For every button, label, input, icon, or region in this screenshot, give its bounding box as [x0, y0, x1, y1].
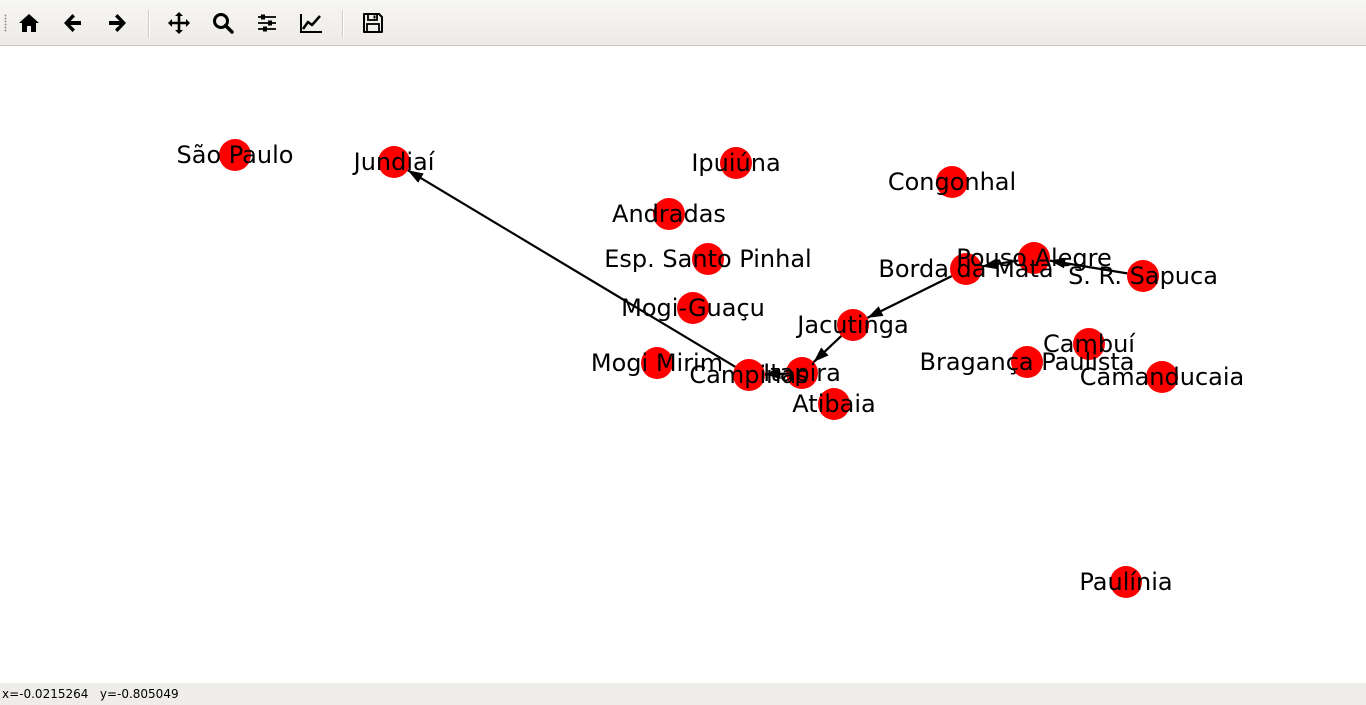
- node-label-sr_sapuca: S. R. Sapuca: [1068, 262, 1218, 290]
- status-bar: x=-0.0215264 y=-0.805049: [0, 683, 1366, 705]
- configure-subplots-button[interactable]: [251, 7, 283, 39]
- line-chart-icon: [300, 14, 322, 33]
- figure-canvas[interactable]: São Paulo Jundiaí Ipuiúna Congonhal Andradas…: [0, 47, 1366, 683]
- back-button[interactable]: [57, 7, 89, 39]
- edges-layer: [407, 169, 1128, 380]
- node-label-esp_santo_pinhal: Esp. Santo Pinhal: [604, 245, 811, 273]
- edge-campinas-to-jundiai: [407, 169, 736, 368]
- node-label-congonhal: Congonhal: [888, 168, 1016, 196]
- pan-button[interactable]: [163, 7, 195, 39]
- node-atibaia: [818, 388, 850, 420]
- edge-pouso_alegre-to-borda_da_mata: [981, 258, 1019, 270]
- node-cambui: [1073, 328, 1105, 360]
- node-label-cambui: Cambuí: [1043, 330, 1136, 358]
- edge-sr_sapuca-to-pouso_alegre: [1049, 257, 1128, 275]
- node-label-campinas: Campinas: [689, 361, 808, 389]
- forward-button[interactable]: [101, 7, 133, 39]
- node-label-ipuiuna: Ipuiúna: [691, 149, 780, 177]
- node-jundiai: [378, 146, 410, 178]
- edge-borda_da_mata-to-jacutinga: [866, 275, 953, 319]
- home-icon: [19, 14, 39, 32]
- nodes-layer: [219, 139, 1178, 598]
- network-graph: São Paulo Jundiaí Ipuiúna Congonhal Andradas…: [177, 139, 1245, 598]
- cursor-x-readout: x=-0.0215264: [2, 687, 89, 701]
- node-itapira: [786, 357, 818, 389]
- node-congonhal: [936, 166, 968, 198]
- node-camanducaia: [1146, 361, 1178, 393]
- node-label-sao_paulo: São Paulo: [177, 141, 294, 169]
- node-label-atibaia: Atibaia: [792, 390, 875, 418]
- arrow-right-icon: [109, 14, 126, 32]
- edit-axis-button[interactable]: [295, 7, 327, 39]
- node-label-paulinia: Paulínia: [1079, 568, 1172, 596]
- node-mogi_guacu: [677, 292, 709, 324]
- node-andradas: [653, 198, 685, 230]
- floppy-disk-icon: [363, 13, 383, 33]
- cursor-y-readout: y=-0.805049: [99, 687, 179, 701]
- node-label-itapira: Itapira: [763, 359, 841, 387]
- node-borda_da_mata: [950, 253, 982, 285]
- move-icon: [168, 12, 190, 34]
- node-label-jundiai: Jundiaí: [352, 148, 436, 176]
- node-sao_paulo: [219, 139, 251, 171]
- node-campinas: [733, 359, 765, 391]
- toolbar-grip[interactable]: [4, 14, 7, 32]
- node-label-mogi_guacu: Mogi-Guaçu: [621, 294, 765, 322]
- zoom-button[interactable]: [207, 7, 239, 39]
- node-ipuiuna: [720, 147, 752, 179]
- toolbar-separator: [342, 10, 344, 38]
- labels-layer: São Paulo Jundiaí Ipuiúna Congonhal Andradas…: [177, 141, 1245, 596]
- magnifier-icon: [213, 13, 234, 34]
- node-sr_sapuca: [1127, 260, 1159, 292]
- save-button[interactable]: [357, 7, 389, 39]
- node-pouso_alegre: [1018, 242, 1050, 274]
- node-label-camanducaia: Camanducaia: [1080, 363, 1244, 391]
- node-label-pouso_alegre: Pouso Alegre: [956, 244, 1112, 272]
- node-braganca_paulista: [1011, 346, 1043, 378]
- node-jacutinga: [837, 309, 869, 341]
- node-label-andradas: Andradas: [612, 200, 726, 228]
- edge-jacutinga-to-itapira: [812, 335, 843, 363]
- node-mogi_mirim: [641, 347, 673, 379]
- navigation-toolbar: [0, 0, 1366, 46]
- node-label-borda_da_mata: Borda da Mata: [878, 255, 1053, 283]
- arrow-left-icon: [64, 14, 81, 32]
- node-label-braganca_paulista: Bragança Paulista: [920, 348, 1135, 376]
- node-label-mogi_mirim: Mogi Mirim: [591, 349, 723, 377]
- sliders-icon: [258, 14, 276, 32]
- edge-itapira-to-campinas: [764, 368, 787, 380]
- node-esp_santo_pinhal: [692, 243, 724, 275]
- node-paulinia: [1110, 566, 1142, 598]
- home-button[interactable]: [13, 7, 45, 39]
- node-label-jacutinga: Jacutinga: [795, 311, 908, 339]
- toolbar-separator: [148, 10, 150, 38]
